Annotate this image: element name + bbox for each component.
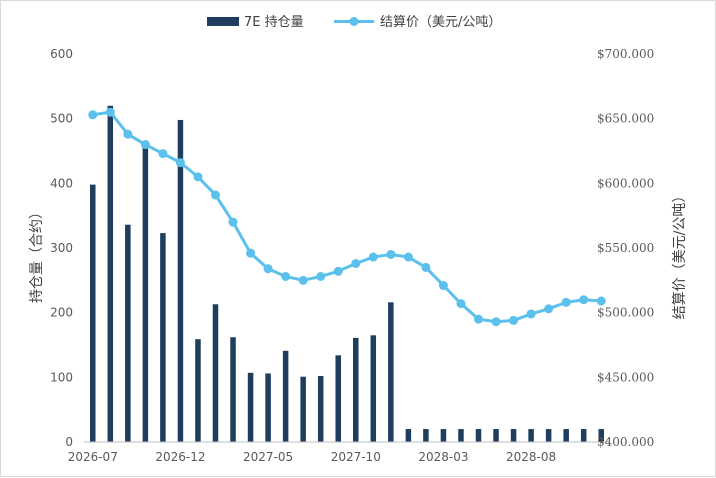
y-right-tick-label: $600.000 [597,176,654,190]
bar [247,372,254,442]
bar [335,355,341,442]
bar [125,224,131,442]
bar [142,147,149,442]
line-point [333,266,343,276]
bar [107,105,114,442]
line-point [579,295,589,305]
line-point [403,252,413,262]
line-point [421,262,431,272]
bar [493,429,499,442]
line-point [316,271,326,281]
bar [265,373,271,442]
x-tick-label: 2027-10 [331,450,381,464]
line-point [298,275,308,285]
legend-bar-swatch [207,17,239,26]
line-point [456,299,466,309]
line-point [228,217,238,227]
bar [510,429,517,442]
line-point [596,296,606,306]
bar [563,429,569,442]
legend: 7E 持仓量 结算价（美元/公吨） [207,15,501,30]
line-point [526,309,536,319]
y-right-tick-label: $550.000 [597,241,654,255]
bar [423,429,429,442]
bar [388,302,394,442]
y-left-tick-label: 300 [50,241,73,255]
legend-line-label: 结算价（美元/公吨） [380,15,501,30]
x-tick-label: 2026-12 [155,450,205,464]
line-point [386,249,396,259]
line-point [491,317,501,327]
bar [440,429,447,442]
y-left-tick-label: 600 [50,47,73,61]
legend-line-marker [349,17,359,26]
y-left-tick-label: 200 [50,306,73,320]
x-tick-label: 2028-08 [506,450,556,464]
series-line [92,110,602,324]
line-point [368,252,378,262]
line-point [123,129,133,139]
y-left-tick-label: 100 [50,370,73,384]
line-point [140,140,150,150]
line-point [438,281,448,291]
line-series [88,107,606,327]
line-point [158,149,168,159]
bar [212,304,219,442]
line-point [175,158,185,168]
y-right-tick-label: $500.000 [597,306,654,320]
bar [528,429,534,442]
bar [160,233,166,442]
bar [370,335,377,442]
bar [405,429,412,442]
line-point [509,315,519,325]
line-point [351,259,361,269]
y-left-tick-label: 0 [65,435,73,449]
line-point [281,271,291,281]
y-right-tick-label: $400.000 [597,435,654,449]
y-right-tick-label: $450.000 [597,370,654,384]
line-point [474,314,483,324]
legend-bar-label: 7E 持仓量 [244,15,304,30]
line-point [88,110,98,120]
line-point [105,107,115,117]
bar [475,429,482,442]
x-tick-label: 2026-07 [68,450,118,464]
bar [195,339,201,442]
y-right-axis-title: 结算价（美元/公吨） [672,189,688,320]
bar [545,429,552,442]
y-left-axis-title: 持仓量（合约） [29,205,45,303]
bar [282,350,289,442]
line-point [544,304,554,314]
bar [353,337,359,442]
bar [317,376,324,442]
bar [458,429,464,442]
line-point [561,297,571,307]
axes: 0 100 200 300 400 500 600 $400.000 $450.000 $500.… [50,47,654,464]
y-left-tick-label: 400 [50,176,73,190]
bar [90,184,96,443]
line-point [193,172,203,182]
line-point [211,190,220,200]
line-point [263,264,273,274]
bar [598,429,604,442]
bar [300,376,306,442]
y-right-tick-label: $700.000 [597,47,654,61]
bar [230,337,236,442]
bar [580,429,587,442]
x-tick-label: 2027-05 [243,450,293,464]
bar-series [90,105,604,443]
x-tick-label: 2028-03 [418,450,468,464]
y-left-tick-label: 500 [50,112,73,126]
y-right-tick-label: $650.000 [597,112,654,126]
bar [177,119,184,443]
line-point [246,248,256,258]
